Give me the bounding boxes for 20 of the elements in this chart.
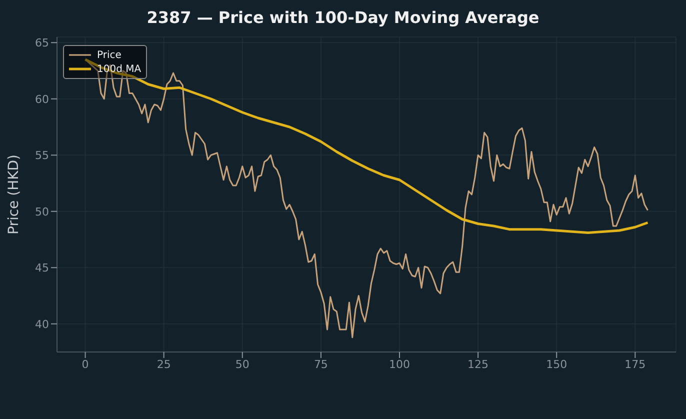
legend-label: Price: [97, 50, 122, 60]
y-tick-label: 55: [35, 149, 49, 162]
y-axis-title: Price (HKD): [6, 154, 22, 234]
x-tick-label: 0: [82, 358, 89, 371]
y-tick-label: 65: [35, 36, 49, 50]
x-tick-label: 100: [388, 358, 410, 371]
line-series: [84, 58, 649, 234]
x-tick-label: 175: [624, 358, 646, 371]
y-tick-label: 45: [35, 262, 49, 275]
x-tick-label: 125: [468, 358, 489, 371]
x-tick-label: 150: [546, 358, 568, 371]
line-series: [84, 58, 648, 338]
chart-title: 2387 — Price with 100-Day Moving Average: [146, 8, 540, 27]
x-tick-label: 50: [235, 358, 250, 371]
legend-label: 100d MA: [97, 64, 142, 74]
x-tick-label: 25: [156, 358, 171, 371]
y-tick-label: 60: [35, 92, 49, 106]
y-tick-label: 50: [35, 205, 49, 218]
x-tick-label: 75: [314, 358, 328, 371]
y-tick-label: 40: [35, 318, 49, 331]
